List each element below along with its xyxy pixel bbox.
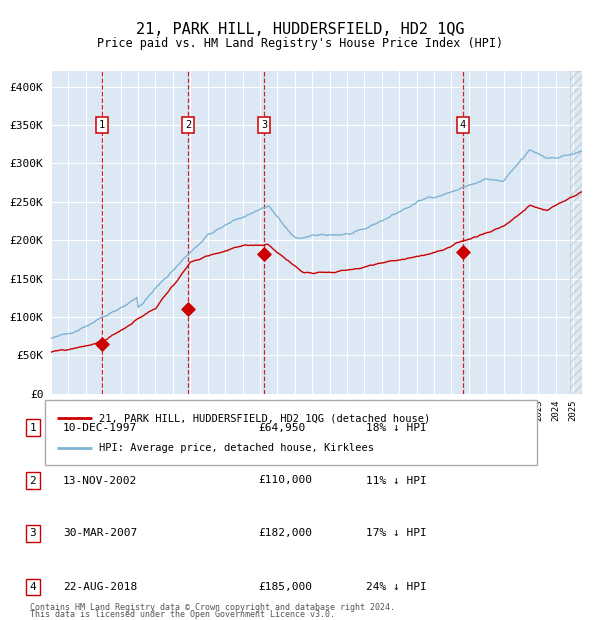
Text: 22-AUG-2018: 22-AUG-2018 <box>63 582 137 592</box>
Text: £182,000: £182,000 <box>258 528 312 538</box>
Text: 21, PARK HILL, HUDDERSFIELD, HD2 1QG (detached house): 21, PARK HILL, HUDDERSFIELD, HD2 1QG (de… <box>99 413 430 423</box>
Text: 1: 1 <box>29 423 37 433</box>
Text: HPI: Average price, detached house, Kirklees: HPI: Average price, detached house, Kirk… <box>99 443 374 453</box>
Text: 1: 1 <box>99 120 106 130</box>
Point <box>97 339 107 349</box>
Text: 3: 3 <box>29 528 37 538</box>
Text: 4: 4 <box>29 582 37 592</box>
Text: 13-NOV-2002: 13-NOV-2002 <box>63 476 137 485</box>
Text: £185,000: £185,000 <box>258 582 312 592</box>
FancyBboxPatch shape <box>45 400 537 465</box>
Text: Price paid vs. HM Land Registry's House Price Index (HPI): Price paid vs. HM Land Registry's House … <box>97 37 503 50</box>
Text: 4: 4 <box>460 120 466 130</box>
Text: 21, PARK HILL, HUDDERSFIELD, HD2 1QG: 21, PARK HILL, HUDDERSFIELD, HD2 1QG <box>136 22 464 37</box>
Point <box>183 304 193 314</box>
Text: £64,950: £64,950 <box>258 423 305 433</box>
Text: 11% ↓ HPI: 11% ↓ HPI <box>366 476 427 485</box>
Text: 24% ↓ HPI: 24% ↓ HPI <box>366 582 427 592</box>
Point <box>458 247 467 257</box>
Text: 17% ↓ HPI: 17% ↓ HPI <box>366 528 427 538</box>
Text: 30-MAR-2007: 30-MAR-2007 <box>63 528 137 538</box>
Text: Contains HM Land Registry data © Crown copyright and database right 2024.: Contains HM Land Registry data © Crown c… <box>30 603 395 612</box>
Text: 10-DEC-1997: 10-DEC-1997 <box>63 423 137 433</box>
Point <box>259 249 269 259</box>
Text: 2: 2 <box>29 476 37 485</box>
Text: 18% ↓ HPI: 18% ↓ HPI <box>366 423 427 433</box>
Text: £110,000: £110,000 <box>258 476 312 485</box>
Text: 3: 3 <box>261 120 267 130</box>
Text: This data is licensed under the Open Government Licence v3.0.: This data is licensed under the Open Gov… <box>30 609 335 619</box>
Text: 2: 2 <box>185 120 191 130</box>
